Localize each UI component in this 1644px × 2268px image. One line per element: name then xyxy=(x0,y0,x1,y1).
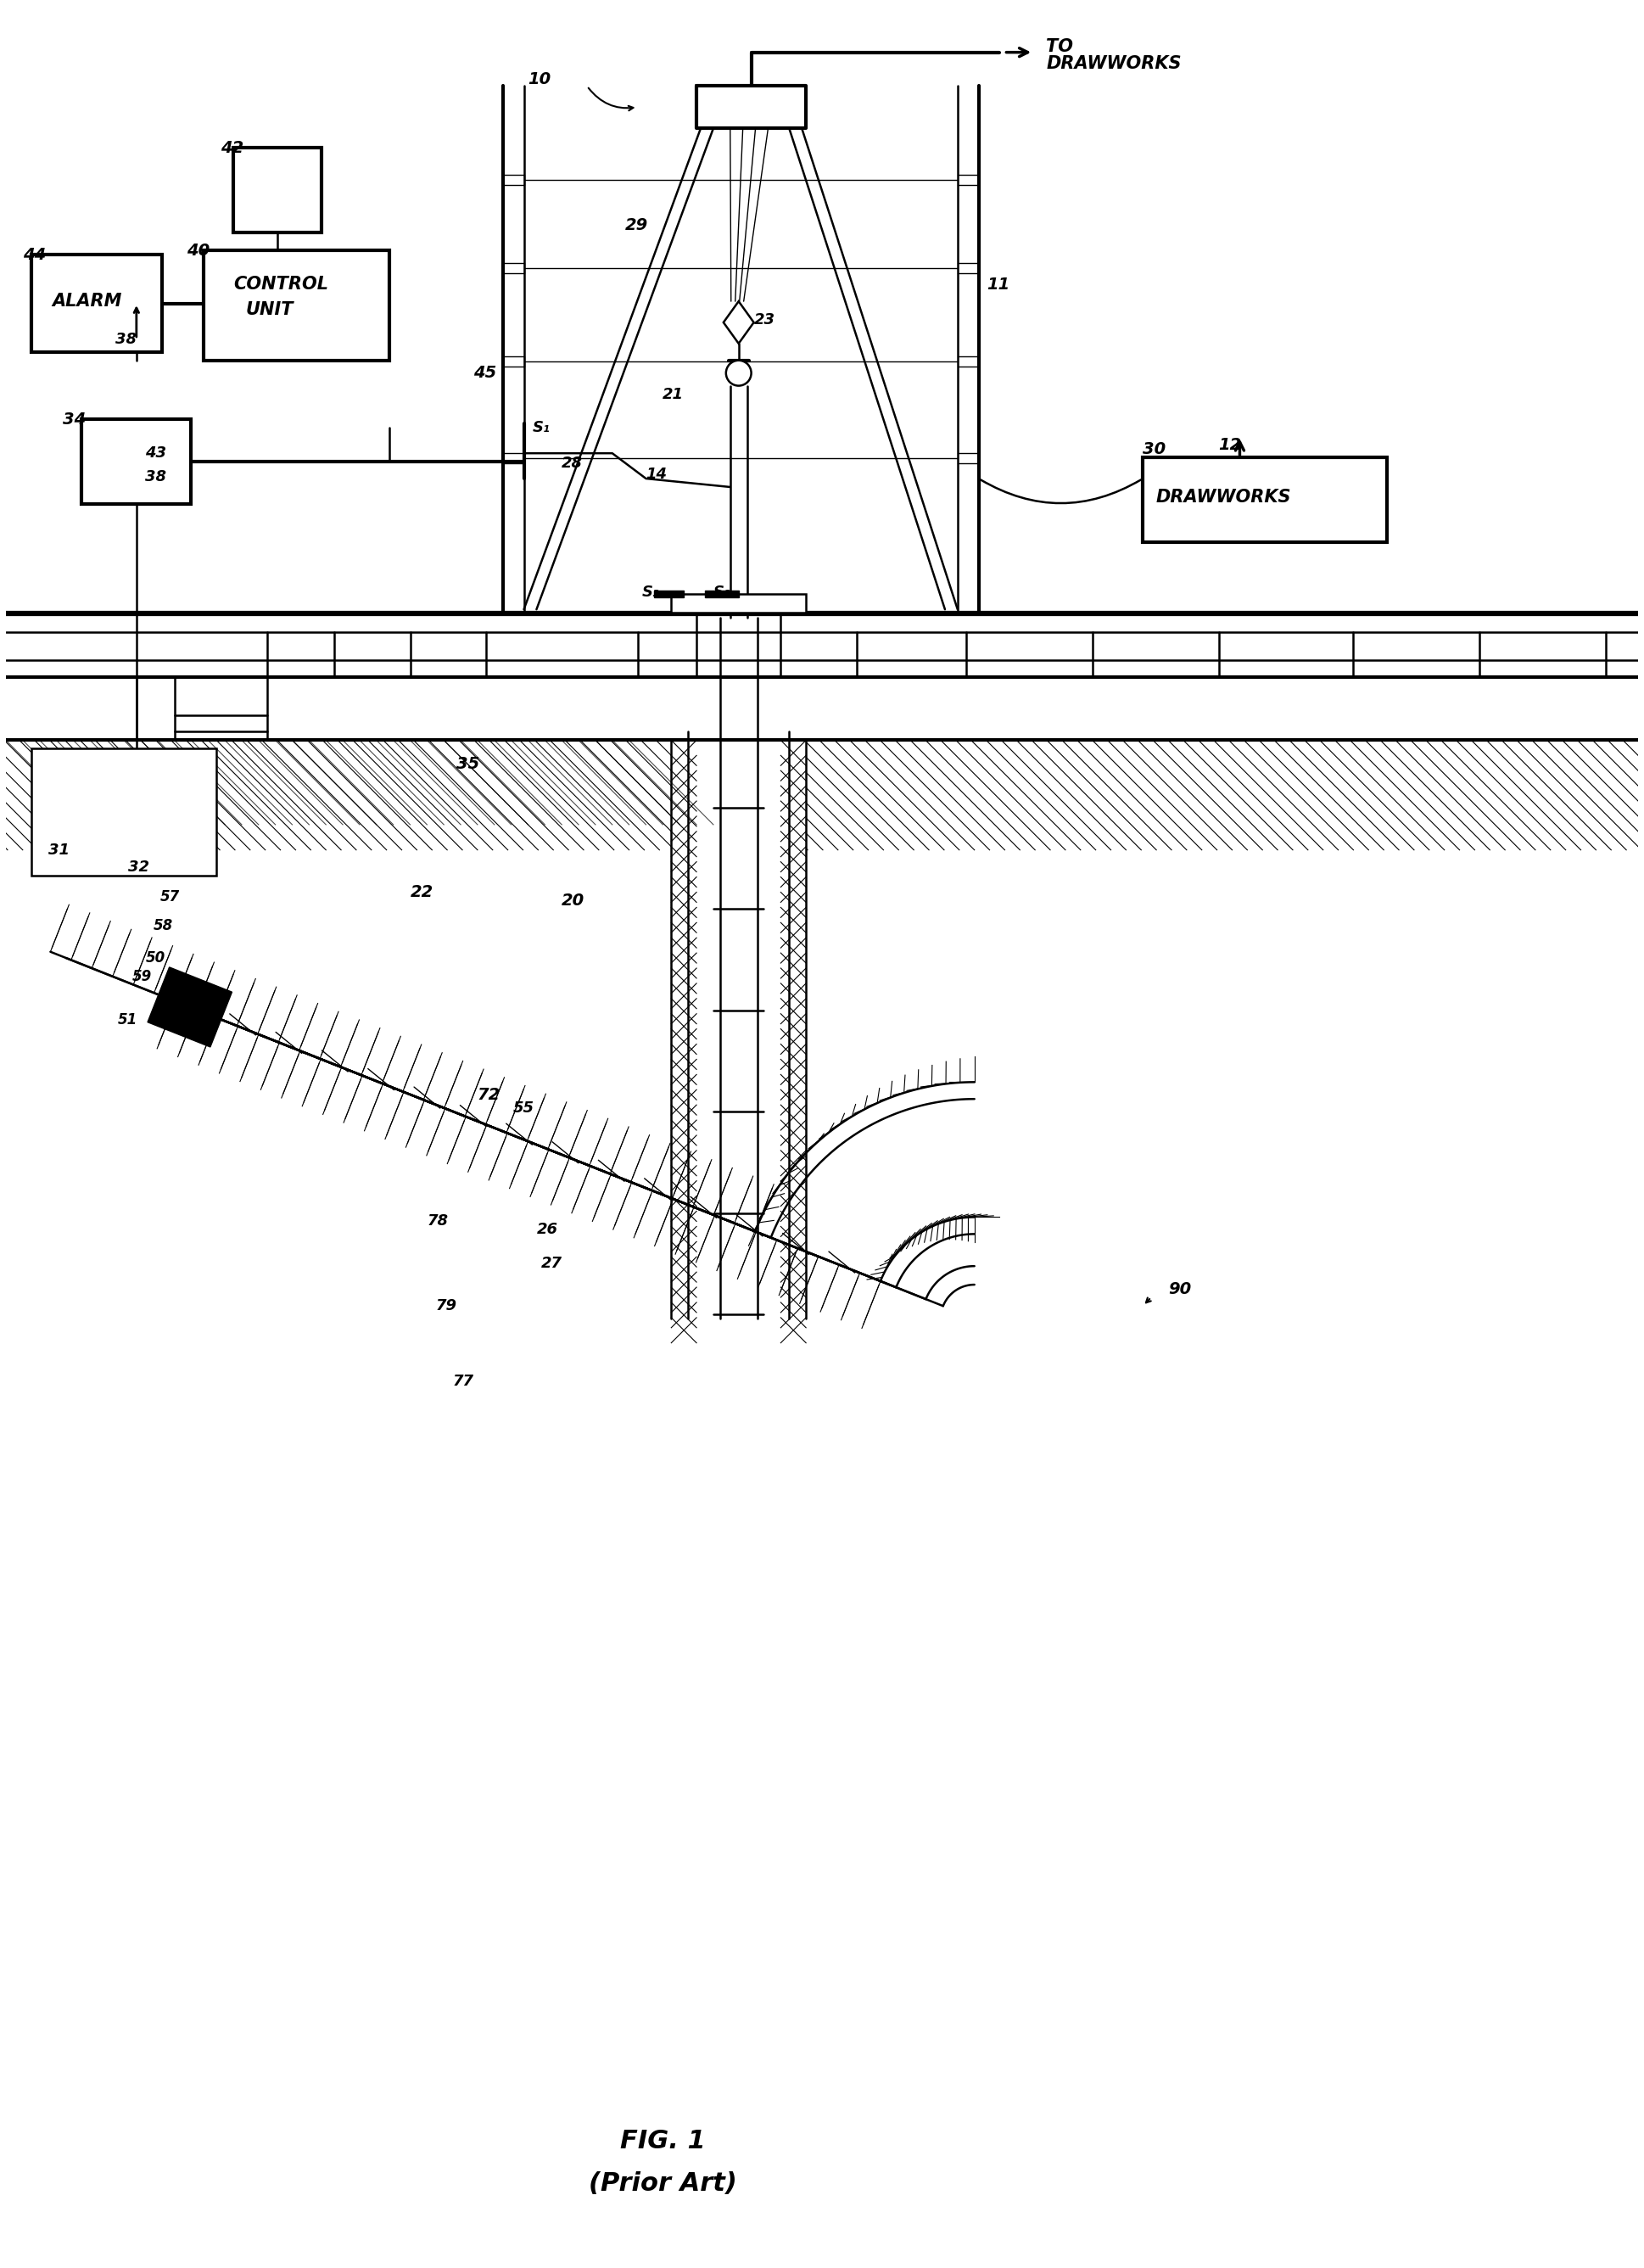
Text: 34: 34 xyxy=(62,411,85,429)
Text: 42: 42 xyxy=(220,141,243,156)
Text: S₂: S₂ xyxy=(713,585,732,601)
Bar xyxy=(31,254,161,352)
Text: CONTROL: CONTROL xyxy=(233,277,329,293)
Text: (Prior Art): (Prior Art) xyxy=(589,2170,737,2195)
Text: 44: 44 xyxy=(23,247,46,263)
Text: DRAWWORKS: DRAWWORKS xyxy=(1046,54,1182,73)
Text: 79: 79 xyxy=(436,1297,457,1313)
Text: 59: 59 xyxy=(132,968,151,984)
Text: 27: 27 xyxy=(541,1256,562,1270)
Text: 11: 11 xyxy=(986,277,1009,293)
Bar xyxy=(654,592,684,596)
Text: 51: 51 xyxy=(118,1012,138,1027)
Text: 30: 30 xyxy=(1143,440,1166,458)
Polygon shape xyxy=(723,302,755,342)
Text: 12: 12 xyxy=(1218,438,1241,454)
Text: UNIT: UNIT xyxy=(247,302,294,318)
Bar xyxy=(204,252,390,361)
Text: 57: 57 xyxy=(159,889,179,905)
Text: 72: 72 xyxy=(477,1086,501,1102)
Text: 40: 40 xyxy=(187,243,210,259)
Circle shape xyxy=(727,361,751,386)
Text: 35: 35 xyxy=(457,755,480,771)
Text: 29: 29 xyxy=(625,218,648,234)
Text: ALARM: ALARM xyxy=(53,293,122,311)
Text: 32: 32 xyxy=(128,860,150,875)
Text: 23: 23 xyxy=(755,313,774,327)
Text: FIG. 1: FIG. 1 xyxy=(620,2130,705,2155)
Text: 20: 20 xyxy=(562,894,585,909)
Bar xyxy=(31,748,217,875)
Text: 28: 28 xyxy=(562,456,584,472)
Text: S₃: S₃ xyxy=(641,585,659,601)
Text: 31: 31 xyxy=(48,841,69,857)
Bar xyxy=(705,592,738,596)
Text: 38: 38 xyxy=(145,469,166,485)
Text: 26: 26 xyxy=(536,1222,557,1238)
Text: 58: 58 xyxy=(153,919,173,932)
Text: DRAWWORKS: DRAWWORKS xyxy=(1156,488,1291,506)
Text: 77: 77 xyxy=(452,1374,473,1390)
Text: TO: TO xyxy=(1046,39,1074,54)
Text: 38: 38 xyxy=(115,331,136,347)
Text: 55: 55 xyxy=(513,1100,534,1116)
Text: 90: 90 xyxy=(1169,1281,1192,1297)
Text: 43: 43 xyxy=(145,445,166,460)
Text: 50: 50 xyxy=(146,950,166,966)
Bar xyxy=(1143,458,1388,542)
Text: 21: 21 xyxy=(663,386,684,401)
Bar xyxy=(82,420,191,503)
Text: S₁: S₁ xyxy=(533,420,551,435)
Bar xyxy=(233,147,322,231)
Text: 45: 45 xyxy=(473,365,496,381)
Text: 14: 14 xyxy=(646,467,667,483)
Polygon shape xyxy=(148,966,232,1048)
Text: 22: 22 xyxy=(409,885,434,900)
Text: 10: 10 xyxy=(528,70,551,88)
Text: 78: 78 xyxy=(427,1213,449,1229)
Bar xyxy=(671,594,806,612)
